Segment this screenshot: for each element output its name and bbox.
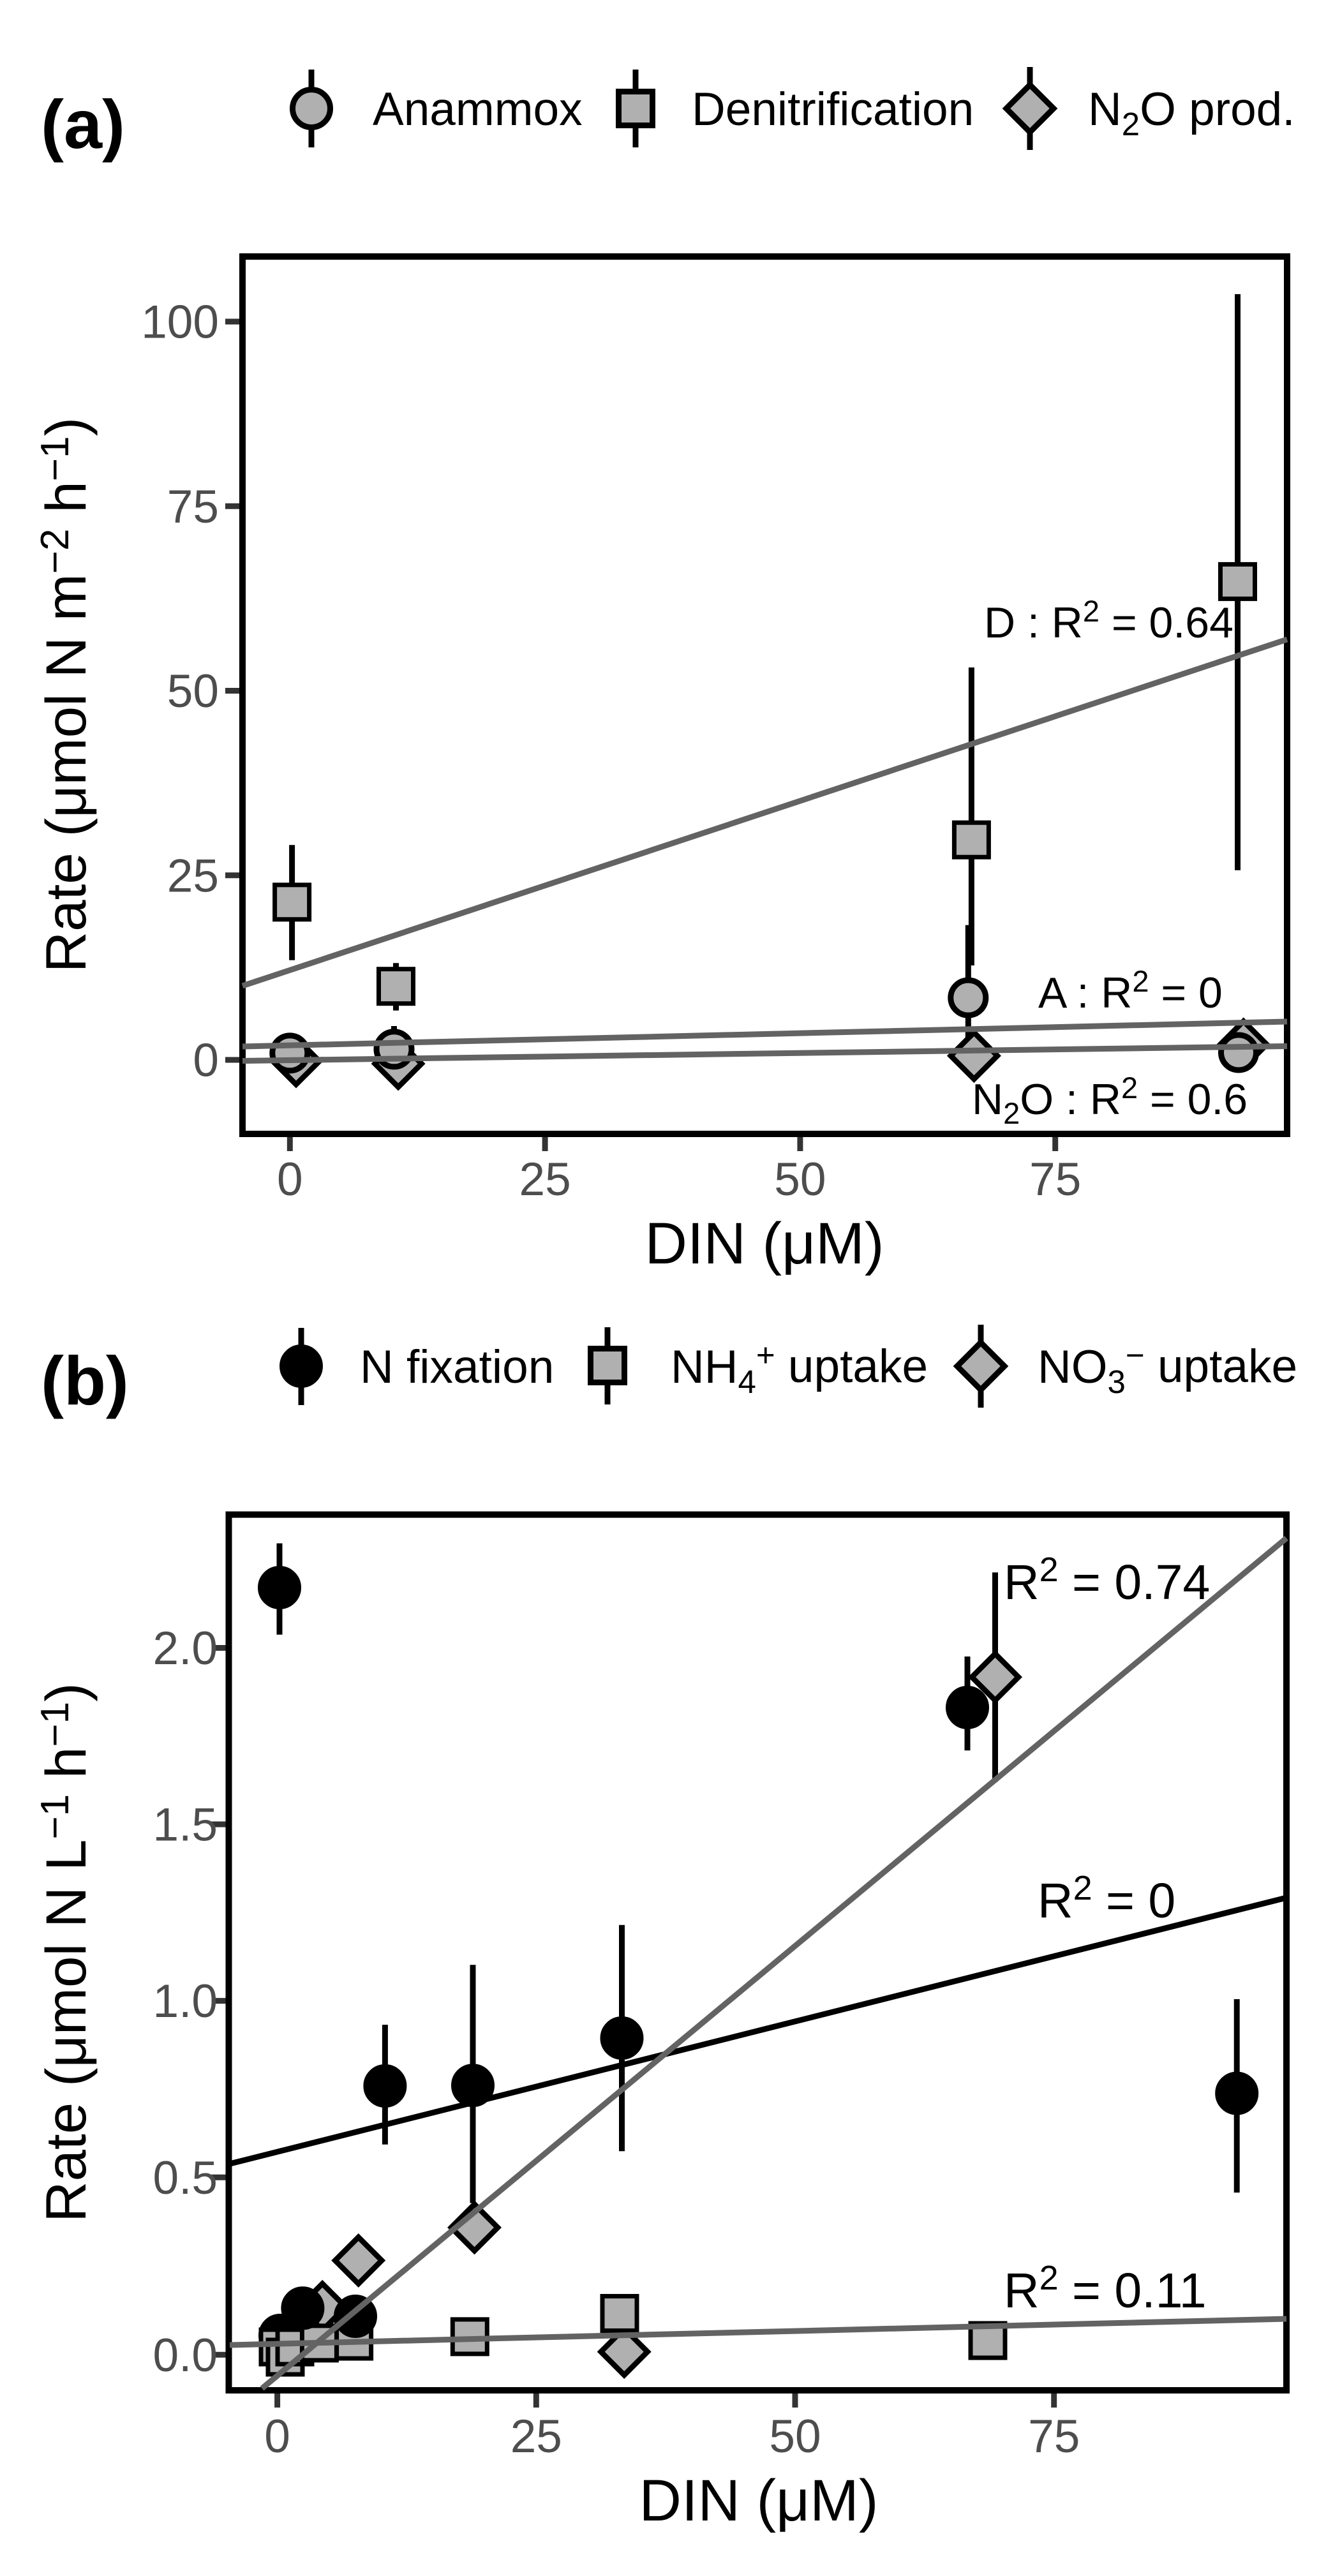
svg-text:DIN (μM): DIN (μM) [639, 2468, 879, 2533]
svg-text:50: 50 [774, 1154, 826, 1205]
svg-text:R2 = 0.74: R2 = 0.74 [1004, 1551, 1210, 1610]
svg-text:0.0: 0.0 [153, 2330, 218, 2381]
svg-text:DIN (μM): DIN (μM) [645, 1211, 884, 1276]
svg-text:100: 100 [141, 297, 219, 348]
svg-text:Anammox: Anammox [373, 84, 583, 135]
svg-text:Rate (μmol N L−1 h−1): Rate (μmol N L−1 h−1) [33, 1683, 98, 2222]
svg-text:75: 75 [1028, 2411, 1080, 2462]
svg-text:0: 0 [193, 1035, 219, 1087]
svg-text:0: 0 [277, 1154, 303, 1205]
svg-text:A : R2 = 0: A : R2 = 0 [1038, 964, 1223, 1017]
svg-text:N2O prod.: N2O prod. [1088, 84, 1295, 142]
svg-text:25: 25 [510, 2411, 562, 2462]
svg-text:2.0: 2.0 [153, 1623, 218, 1674]
svg-text:75: 75 [167, 481, 219, 533]
svg-text:N fixation: N fixation [360, 1341, 554, 1393]
svg-text:75: 75 [1029, 1154, 1081, 1205]
svg-text:50: 50 [167, 666, 219, 717]
svg-text:Denitrification: Denitrification [692, 84, 974, 135]
svg-text:(b): (b) [41, 1342, 129, 1419]
svg-text:Rate (μmol N m−2 h−1): Rate (μmol N m−2 h−1) [33, 417, 98, 972]
svg-text:NO3− uptake: NO3− uptake [1038, 1337, 1297, 1400]
svg-text:25: 25 [519, 1154, 570, 1205]
svg-text:NH4+ uptake: NH4+ uptake [671, 1337, 928, 1400]
svg-text:D : R2 = 0.64: D : R2 = 0.64 [984, 594, 1233, 647]
svg-text:1.5: 1.5 [153, 1799, 218, 1851]
svg-text:50: 50 [769, 2411, 821, 2462]
svg-text:(a): (a) [41, 86, 125, 163]
svg-text:0: 0 [264, 2411, 290, 2462]
svg-text:1.0: 1.0 [153, 1976, 218, 2027]
svg-text:R2 = 0.11: R2 = 0.11 [1004, 2259, 1207, 2318]
svg-text:R2 = 0: R2 = 0 [1038, 1869, 1175, 1928]
svg-text:25: 25 [167, 850, 219, 902]
svg-text:0.5: 0.5 [153, 2152, 218, 2204]
